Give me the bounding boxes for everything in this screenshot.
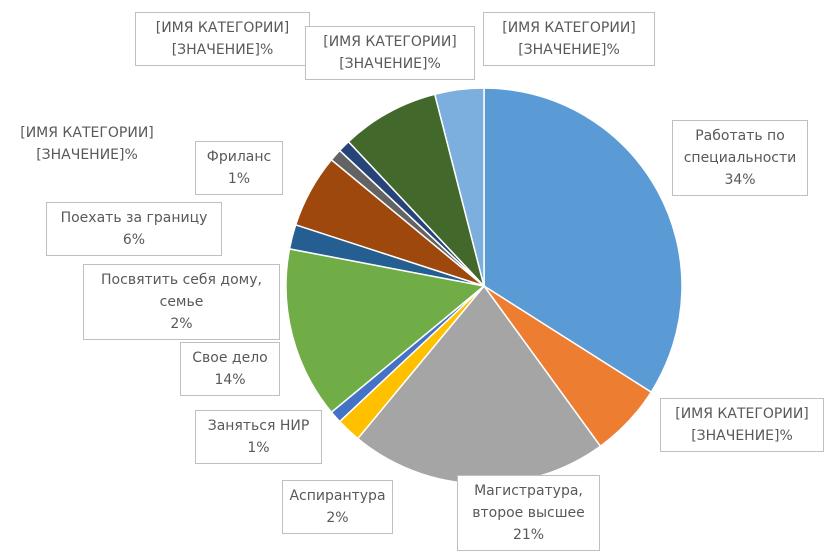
value-label: 14% (214, 372, 246, 388)
value-label: [ЗНАЧЕНИЕ]% (339, 56, 441, 72)
value-label: [ЗНАЧЕНИЕ]% (36, 147, 138, 163)
category-name: [ИМЯ КАТЕГОРИИ] (20, 125, 154, 141)
pie-slice (285, 248, 486, 414)
data-label: Посвятить себя дому, семье 2% (83, 264, 280, 340)
data-label: [ИМЯ КАТЕГОРИИ] [ЗНАЧЕНИЕ]% (135, 12, 310, 66)
value-label: [ЗНАЧЕНИЕ]% (691, 428, 793, 444)
value-label: 34% (724, 172, 756, 188)
value-label: 1% (247, 440, 270, 456)
value-label: 2% (326, 510, 349, 526)
value-label: 21% (512, 527, 545, 543)
value-label: 6% (122, 232, 146, 248)
value-label: 1% (227, 171, 251, 187)
pie-slice (347, 93, 485, 287)
data-label: Свое дело 14% (180, 342, 280, 396)
value-label: 2% (170, 316, 193, 332)
category-name: Посвятить себя дому, семье (101, 272, 262, 310)
data-label: Магистратура, второе высшее 21% (457, 475, 600, 551)
category-name: Поехать за границу (60, 210, 208, 226)
data-label: [ИМЯ КАТЕГОРИИ] [ЗНАЧЕНИЕ]% (660, 398, 824, 452)
category-name: [ИМЯ КАТЕГОРИИ] (323, 34, 457, 50)
category-name: [ИМЯ КАТЕГОРИИ] (502, 20, 636, 36)
data-label: Заняться НИР 1% (195, 410, 322, 464)
data-label: [ИМЯ КАТЕГОРИИ] [ЗНАЧЕНИЕ]% (305, 26, 475, 80)
category-name: [ИМЯ КАТЕГОРИИ] (155, 20, 290, 36)
category-name: Свое дело (192, 350, 268, 366)
category-name: Магистратура, второе высшее (472, 483, 585, 521)
value-label: [ЗНАЧЕНИЕ]% (171, 42, 274, 58)
data-label: [ИМЯ КАТЕГОРИИ] [ЗНАЧЕНИЕ]% (2, 118, 172, 170)
category-name: Фриланс (206, 149, 272, 165)
data-label: Фриланс 1% (195, 141, 283, 195)
value-label: [ЗНАЧЕНИЕ]% (518, 42, 620, 58)
category-name: Аспирантура (289, 488, 386, 504)
data-label: Аспирантура 2% (282, 480, 393, 534)
data-label: Поехать за границу 6% (46, 202, 222, 256)
category-name: Работать по специальности (683, 128, 797, 166)
pie-slice (433, 87, 485, 287)
category-name: [ИМЯ КАТЕГОРИИ] (675, 406, 809, 422)
category-name: Заняться НИР (207, 418, 310, 434)
pie-slice (483, 87, 683, 394)
data-label: Работать по специальности 34% (672, 120, 808, 196)
data-label: [ИМЯ КАТЕГОРИИ] [ЗНАЧЕНИЕ]% (483, 12, 655, 66)
